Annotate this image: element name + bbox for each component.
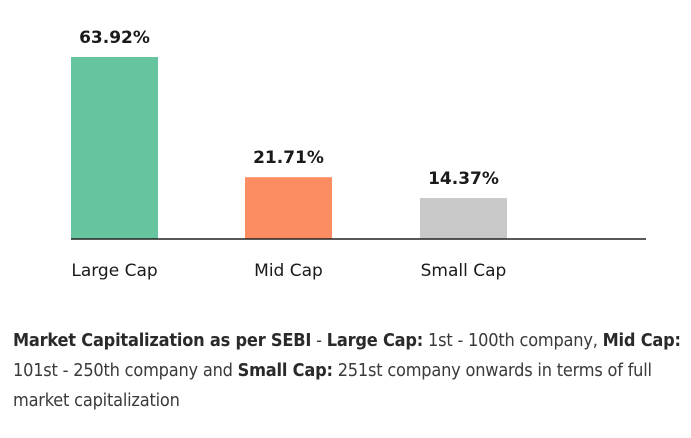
bar-mid-cap bbox=[245, 177, 332, 239]
value-labels-group: 63.92% 21.71% 14.37% bbox=[79, 28, 499, 189]
category-label-mid-cap: Mid Cap bbox=[254, 261, 323, 281]
note-mid-cap-label: Mid Cap: bbox=[602, 330, 681, 351]
value-label-small-cap: 14.37% bbox=[428, 169, 499, 189]
note-large-cap-range: 1st - 100th company, bbox=[423, 330, 603, 351]
note-small-cap-range: 251st company onwards in terms of full m… bbox=[13, 360, 652, 411]
note-mid-cap-range: 101st - 250th company and bbox=[13, 360, 238, 381]
value-label-large-cap: 63.92% bbox=[79, 28, 150, 48]
note-small-cap-label: Small Cap: bbox=[237, 360, 333, 381]
bar-chart: 63.92% 21.71% 14.37% Large Cap Mid Cap Small… bbox=[71, 28, 646, 281]
note-large-cap-label: Large Cap: bbox=[326, 330, 424, 351]
note-separator: - bbox=[311, 330, 327, 351]
bars-group bbox=[71, 57, 507, 239]
category-label-large-cap: Large Cap bbox=[71, 261, 157, 281]
market-cap-note: Market Capitalization as per SEBI - Larg… bbox=[13, 326, 689, 416]
bar-small-cap bbox=[420, 198, 507, 239]
category-labels-group: Large Cap Mid Cap Small Cap bbox=[71, 261, 506, 281]
bar-large-cap bbox=[71, 57, 158, 239]
category-label-small-cap: Small Cap bbox=[421, 261, 507, 281]
note-heading: Market Capitalization as per SEBI bbox=[13, 330, 312, 351]
value-label-mid-cap: 21.71% bbox=[253, 148, 324, 168]
